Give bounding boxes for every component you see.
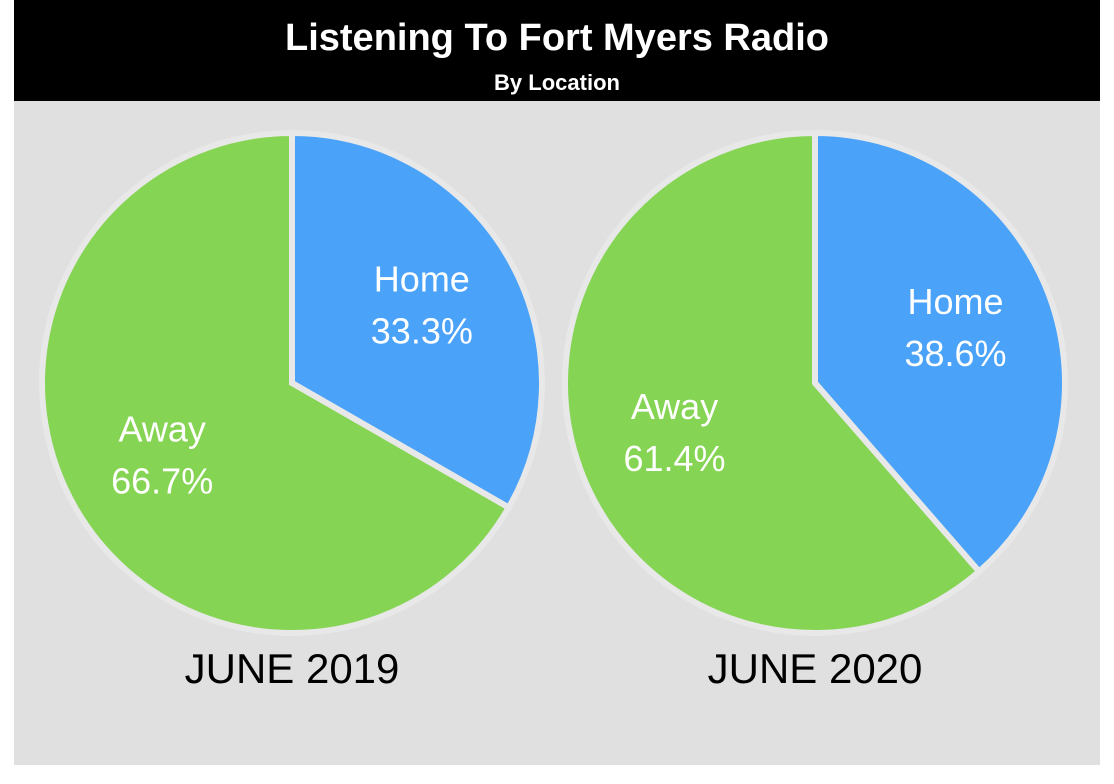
pie-title: JUNE 2020: [708, 645, 923, 692]
slice-category-label: Home: [374, 258, 470, 299]
pie-slice: [812, 129, 1068, 576]
slice-value-label: 61.4%: [623, 438, 725, 479]
pie-slice: [289, 129, 545, 512]
slice-value-label: 33.3%: [371, 310, 473, 351]
pie-slice: [562, 129, 984, 636]
slice-category-label: Away: [631, 386, 718, 427]
pie-slice: [39, 129, 513, 636]
slice-value-label: 38.6%: [904, 333, 1006, 374]
chart-title: Listening To Fort Myers Radio: [285, 17, 829, 59]
chart-subtitle: By Location: [494, 70, 620, 95]
header-band: [14, 0, 1100, 101]
slice-value-label: 66.7%: [111, 461, 213, 502]
slice-category-label: Away: [118, 409, 205, 450]
slice-category-label: Home: [907, 281, 1003, 322]
pie-title: JUNE 2019: [185, 645, 400, 692]
